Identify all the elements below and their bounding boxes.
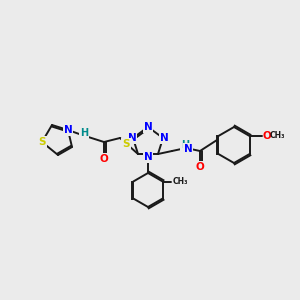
Text: O: O <box>100 154 108 164</box>
Text: S: S <box>38 137 46 147</box>
Text: N: N <box>144 152 152 162</box>
Text: H: H <box>181 140 189 150</box>
Text: N: N <box>160 133 168 143</box>
Text: CH₃: CH₃ <box>173 177 188 186</box>
Text: O: O <box>262 131 271 141</box>
Text: N: N <box>64 125 72 135</box>
Text: N: N <box>144 122 152 132</box>
Text: O: O <box>196 162 204 172</box>
Text: S: S <box>122 139 130 149</box>
Text: N: N <box>184 144 192 154</box>
Text: CH₃: CH₃ <box>270 131 285 140</box>
Text: H: H <box>80 128 88 138</box>
Text: N: N <box>128 133 136 143</box>
